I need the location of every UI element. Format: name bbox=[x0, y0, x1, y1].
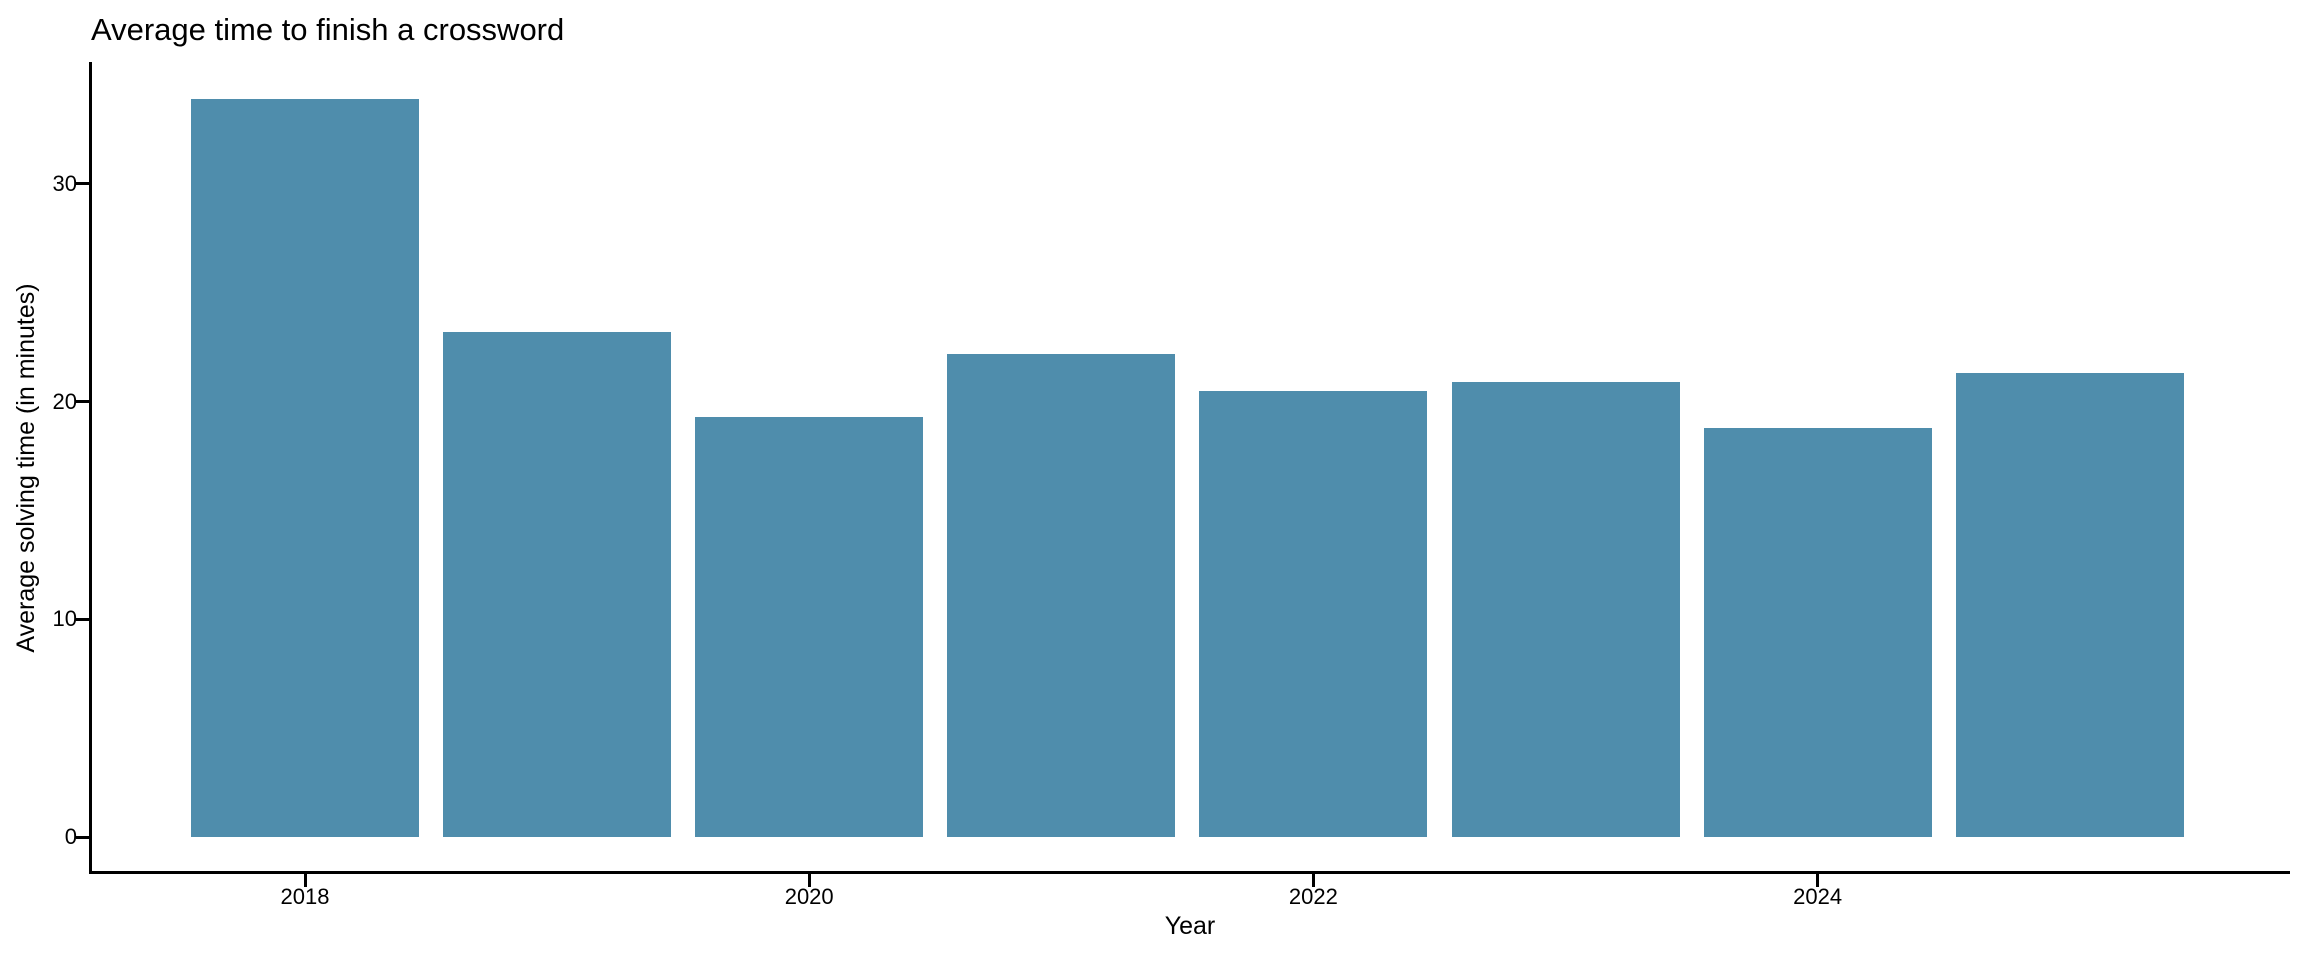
y-tick-label: 20 bbox=[52, 388, 77, 414]
y-tick-mark bbox=[76, 182, 89, 186]
chart-title: Average time to finish a crossword bbox=[91, 12, 565, 47]
x-axis-line bbox=[89, 871, 2290, 874]
x-tick-mark bbox=[303, 874, 307, 887]
y-tick-mark bbox=[76, 400, 89, 404]
x-tick-mark bbox=[1311, 874, 1315, 887]
y-axis-line bbox=[89, 62, 92, 874]
bar-2022 bbox=[1199, 390, 1428, 837]
x-tick-label: 2022 bbox=[1288, 884, 1338, 909]
x-tick-label: 2020 bbox=[784, 884, 834, 909]
bar-2023 bbox=[1451, 382, 1680, 837]
y-tick-mark bbox=[76, 617, 89, 621]
x-tick-label: 2018 bbox=[280, 884, 330, 909]
bar-2020 bbox=[695, 416, 924, 837]
x-tick-mark bbox=[1816, 874, 1820, 887]
bar-2021 bbox=[947, 353, 1176, 837]
x-tick-mark bbox=[807, 874, 811, 887]
bar-2019 bbox=[443, 331, 672, 837]
x-axis-title: Year bbox=[1164, 912, 1216, 940]
x-tick-label: 2024 bbox=[1793, 884, 1843, 909]
y-tick-label: 30 bbox=[52, 170, 77, 196]
y-tick-mark bbox=[76, 835, 89, 839]
bar-2025 bbox=[1955, 373, 2184, 837]
bar-2024 bbox=[1703, 427, 1932, 837]
bar-2018 bbox=[191, 98, 419, 837]
y-tick-label: 0 bbox=[64, 824, 77, 849]
y-tick-label: 10 bbox=[52, 606, 77, 632]
